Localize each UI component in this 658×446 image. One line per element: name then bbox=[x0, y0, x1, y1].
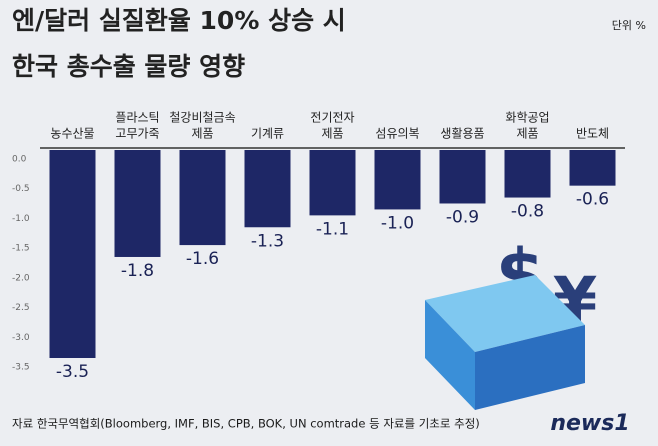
y-tick-label: -3.0 bbox=[12, 333, 30, 343]
bar bbox=[49, 150, 96, 358]
bar bbox=[374, 150, 421, 210]
source: 자료 한국무역협회(Bloomberg, IMF, BIS, CPB, BOK,… bbox=[12, 417, 480, 431]
value-label: -1.6 bbox=[186, 249, 219, 269]
bar bbox=[309, 150, 356, 216]
value-label: -1.8 bbox=[121, 261, 154, 281]
bar bbox=[569, 150, 616, 186]
bar bbox=[504, 150, 551, 198]
y-tick-label: -3.5 bbox=[12, 363, 30, 373]
y-tick-label: 0.0 bbox=[12, 155, 27, 165]
y-tick-label: -2.0 bbox=[12, 273, 30, 283]
y-tick-label: -1.0 bbox=[12, 214, 30, 224]
value-label: -0.6 bbox=[576, 190, 609, 210]
x-tick-label: 생활용품 bbox=[440, 127, 484, 141]
y-tick-label: -0.5 bbox=[12, 184, 30, 194]
x-tick-label: 농수산물 bbox=[50, 127, 94, 141]
x-tick-label: 제품 bbox=[191, 127, 213, 141]
logo: news1 bbox=[550, 411, 629, 436]
x-tick-label: 플라스틱 bbox=[115, 111, 159, 125]
bar bbox=[114, 150, 161, 257]
bar bbox=[179, 150, 226, 246]
bar bbox=[439, 150, 486, 204]
chart-title: 한국 총수출 물량 영향 bbox=[12, 52, 245, 81]
bar bbox=[244, 150, 291, 228]
unit-label: 단위 % bbox=[612, 19, 646, 32]
value-label: -0.8 bbox=[511, 202, 544, 222]
y-tick-label: -2.5 bbox=[12, 303, 30, 313]
value-label: -3.5 bbox=[56, 362, 89, 382]
value-label: -1.0 bbox=[381, 213, 414, 233]
x-tick-label: 전기전자 bbox=[310, 111, 354, 125]
x-tick-label: 제품 bbox=[516, 127, 538, 141]
chart-title: 엔/달러 실질환율 10% 상승 시 bbox=[12, 6, 346, 35]
value-label: -0.9 bbox=[446, 207, 479, 227]
logo-box bbox=[536, 410, 646, 438]
x-tick-label: 고무가죽 bbox=[115, 127, 159, 141]
x-tick-label: 기계류 bbox=[251, 127, 284, 141]
x-tick-label: 반도체 bbox=[576, 127, 609, 141]
value-label: -1.3 bbox=[251, 231, 284, 251]
illustration: $ ¥ bbox=[425, 234, 597, 410]
x-tick-label: 화학공업 bbox=[505, 111, 549, 125]
x-tick-label: 철강비철금속 bbox=[169, 111, 235, 125]
value-label: -1.1 bbox=[316, 219, 349, 239]
x-tick-label: 제품 bbox=[321, 127, 343, 141]
x-tick-label: 섬유의복 bbox=[375, 127, 419, 141]
y-tick-label: -1.5 bbox=[12, 244, 30, 254]
